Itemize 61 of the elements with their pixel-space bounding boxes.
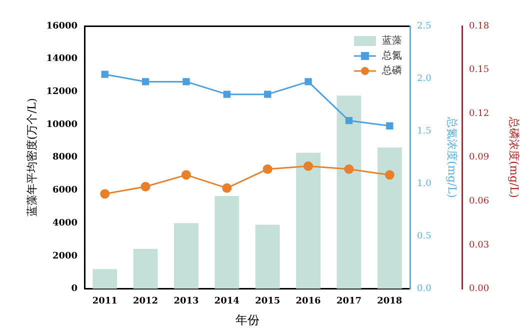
point: [304, 78, 312, 86]
x-tick-label: 2013: [174, 296, 199, 307]
y2-tick-label: 1.5: [417, 126, 432, 136]
bar: [377, 148, 402, 289]
bar: [214, 196, 240, 289]
x-tick-label: 2015: [255, 296, 280, 307]
y2-tick-label: 0.5: [417, 232, 432, 242]
y-tick-label: 4000: [52, 218, 78, 228]
y3-tick-label: 0.15: [469, 65, 490, 76]
point: [222, 183, 232, 193]
point: [100, 189, 110, 199]
point: [345, 117, 353, 124]
x-tick-label: 2012: [133, 296, 158, 307]
x-tick-label: 2011: [92, 296, 118, 307]
y3-axis-title: 总磷浓度(mg/L): [508, 116, 521, 198]
y-tick-label: 8000: [52, 152, 78, 163]
y-tick-label: 2000: [52, 251, 78, 262]
point: [344, 164, 354, 174]
bar: [174, 223, 198, 289]
point: [304, 161, 314, 171]
legend-label: 蓝藻: [382, 34, 402, 47]
y3-tick-label: 0.12: [469, 108, 490, 119]
y-tick-label: 10000: [46, 120, 78, 130]
bar: [255, 224, 280, 289]
bar: [133, 248, 158, 289]
point: [181, 170, 191, 180]
y3-tick-label: 0.09: [469, 152, 490, 163]
point: [262, 164, 272, 174]
legend-label: 总氮: [381, 50, 402, 62]
x-tick-label: 2016: [296, 296, 321, 307]
x-tick-label: 2018: [377, 296, 402, 307]
y3-tick-label: 0.06: [469, 196, 490, 207]
x-tick-label: 2017: [336, 296, 362, 307]
bar: [336, 96, 362, 289]
point: [223, 90, 230, 98]
y2-tick-label: 2.0: [417, 74, 432, 84]
point: [101, 70, 108, 78]
point: [386, 122, 394, 130]
x-tick-label: 2014: [214, 296, 240, 307]
y-tick-label: 6000: [52, 186, 78, 196]
point: [264, 90, 272, 98]
point: [384, 170, 394, 180]
y3-tick-label: 0.18: [469, 21, 490, 32]
y2-tick-label: 1.0: [417, 179, 432, 190]
point: [142, 78, 150, 86]
legend-label: 总磷: [381, 64, 402, 77]
point: [140, 182, 150, 192]
y3-tick-label: 0.03: [469, 240, 490, 250]
y-tick-label: 0: [71, 284, 78, 294]
y2-tick-label: 2.5: [417, 21, 432, 32]
y3-tick-label: 0.00: [469, 284, 490, 294]
x-axis-title: 年份: [235, 312, 260, 327]
y2-tick-label: 0.0: [417, 284, 432, 294]
y-tick-label: 14000: [46, 54, 78, 64]
bar: [92, 269, 118, 289]
point: [182, 78, 190, 86]
y-tick-label: 12000: [46, 87, 78, 98]
y-axis-title: 蓝藻年平均密度(万个/L): [25, 98, 38, 217]
y2-axis-title: 总氮浓度(mg/L): [446, 116, 459, 198]
bar: [296, 152, 320, 289]
y-tick-label: 16000: [46, 21, 78, 32]
